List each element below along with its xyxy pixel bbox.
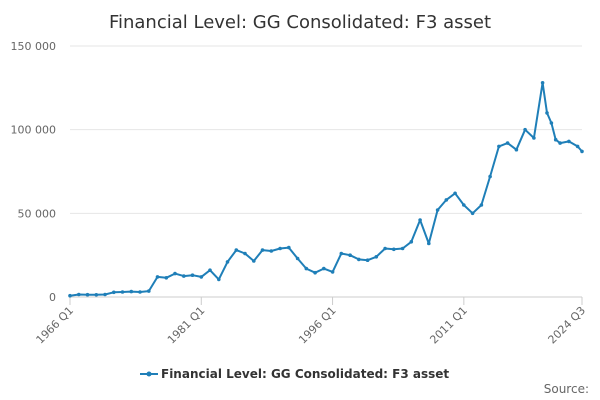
y-tick-label: 50 000 [18,207,57,220]
data-point[interactable] [339,251,344,256]
x-tick-label: 1996 Q1 [296,304,339,347]
data-point[interactable] [479,203,484,207]
data-point[interactable] [85,292,90,297]
data-point[interactable] [374,254,379,259]
data-point[interactable] [68,293,72,298]
data-point[interactable] [129,289,134,294]
data-point[interactable] [488,174,492,179]
source-label: Source: [544,382,589,396]
data-point[interactable] [164,276,169,280]
data-point[interactable] [112,290,116,295]
data-point[interactable] [103,292,107,297]
data-point[interactable] [260,248,265,252]
data-point[interactable] [77,292,81,297]
data-point[interactable] [313,270,317,275]
data-point[interactable] [523,127,527,132]
data-point[interactable] [409,240,414,244]
data-point[interactable] [549,121,554,125]
data-point[interactable] [330,270,335,274]
legend-label: Financial Level: GG Consolidated: F3 ass… [161,367,449,381]
data-point[interactable] [575,144,580,149]
data-point[interactable] [269,249,274,253]
data-point[interactable] [295,256,300,261]
data-point[interactable] [155,275,160,279]
data-point[interactable] [348,253,352,257]
data-point[interactable] [322,266,326,271]
data-point[interactable] [580,149,584,154]
data-point[interactable] [435,208,440,212]
data-point[interactable] [514,147,519,152]
data-point[interactable] [225,260,230,264]
data-point[interactable] [199,275,204,279]
data-point[interactable] [304,266,309,271]
series-line [69,81,583,297]
data-point[interactable] [497,144,501,149]
data-point[interactable] [357,257,361,262]
data-point[interactable] [217,277,221,282]
x-tick-label: 2011 Q1 [427,304,470,347]
data-point[interactable] [453,191,457,196]
data-point[interactable] [427,241,431,246]
x-tick-label: 1981 Q1 [165,304,208,347]
x-tick-label: 2024 Q3 [546,304,589,347]
x-tick-label: 1966 Q1 [34,304,77,347]
data-point[interactable] [234,248,239,252]
data-point[interactable] [208,268,212,273]
data-point[interactable] [462,203,466,207]
y-tick-label: 150 000 [11,40,57,53]
data-point[interactable] [558,141,562,145]
data-point[interactable] [505,141,510,145]
series-layer [68,81,584,298]
data-point[interactable] [287,245,291,250]
data-point[interactable] [567,139,571,144]
data-point[interactable] [540,81,545,85]
data-point[interactable] [94,293,99,297]
data-point[interactable] [444,198,449,202]
data-point[interactable] [243,251,247,256]
data-point[interactable] [182,274,186,278]
legend-marker-icon [146,371,152,377]
data-point[interactable] [365,258,370,263]
data-point[interactable] [383,246,387,251]
data-point[interactable] [138,290,142,294]
y-axis-ticks: 0 50 000 100 000 150 000 [11,40,57,304]
data-point[interactable] [278,246,282,251]
legend[interactable]: Financial Level: GG Consolidated: F3 ass… [140,367,449,381]
data-point[interactable] [470,211,475,216]
data-point[interactable] [400,246,405,251]
grid [70,45,582,298]
x-axis-ticks: 1966 Q1 1981 Q1 1996 Q1 2011 Q1 2024 Q3 [34,297,589,347]
data-point[interactable] [173,271,177,276]
y-tick-label: 100 000 [11,124,57,137]
chart-title: Financial Level: GG Consolidated: F3 ass… [109,12,491,33]
data-point[interactable] [120,290,125,294]
data-point[interactable] [553,137,558,142]
data-point[interactable] [147,289,151,293]
data-point[interactable] [532,136,536,140]
data-point[interactable] [545,111,549,115]
data-point[interactable] [392,247,396,252]
data-point[interactable] [252,259,256,263]
data-point[interactable] [190,273,195,278]
data-point[interactable] [418,218,422,222]
y-tick-label: 0 [49,291,56,304]
